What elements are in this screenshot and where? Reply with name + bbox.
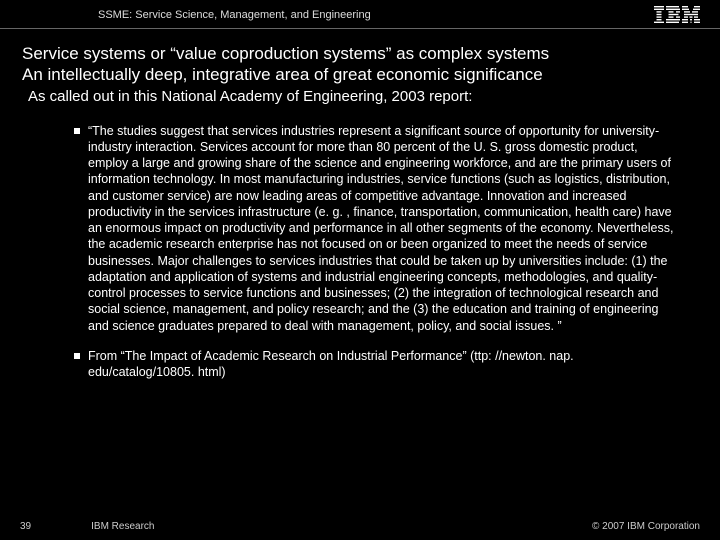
slide-header: SSME: Service Science, Management, and E… — [0, 0, 720, 29]
bullet-text: “The studies suggest that services indus… — [88, 123, 680, 334]
bullet-list: “The studies suggest that services indus… — [22, 123, 698, 381]
ibm-logo — [654, 6, 700, 24]
bullet-marker-icon — [74, 128, 80, 134]
bullet-text: From “The Impact of Academic Research on… — [88, 348, 680, 381]
title-line-2: An intellectually deep, integrative area… — [22, 64, 698, 85]
title-line-1: Service systems or “value coproduction s… — [22, 43, 698, 64]
header-title: SSME: Service Science, Management, and E… — [98, 9, 371, 21]
page-number: 39 — [20, 521, 31, 532]
bullet-item: “The studies suggest that services indus… — [74, 123, 680, 334]
footer-center-text: IBM Research — [91, 521, 154, 532]
slide-content: Service systems or “value coproduction s… — [0, 29, 720, 380]
bullet-marker-icon — [74, 353, 80, 359]
footer-copyright: © 2007 IBM Corporation — [592, 521, 700, 532]
subtitle: As called out in this National Academy o… — [22, 88, 698, 105]
bullet-item: From “The Impact of Academic Research on… — [74, 348, 680, 381]
footer-left: 39 IBM Research — [20, 521, 154, 532]
slide-footer: 39 IBM Research © 2007 IBM Corporation — [0, 521, 720, 532]
